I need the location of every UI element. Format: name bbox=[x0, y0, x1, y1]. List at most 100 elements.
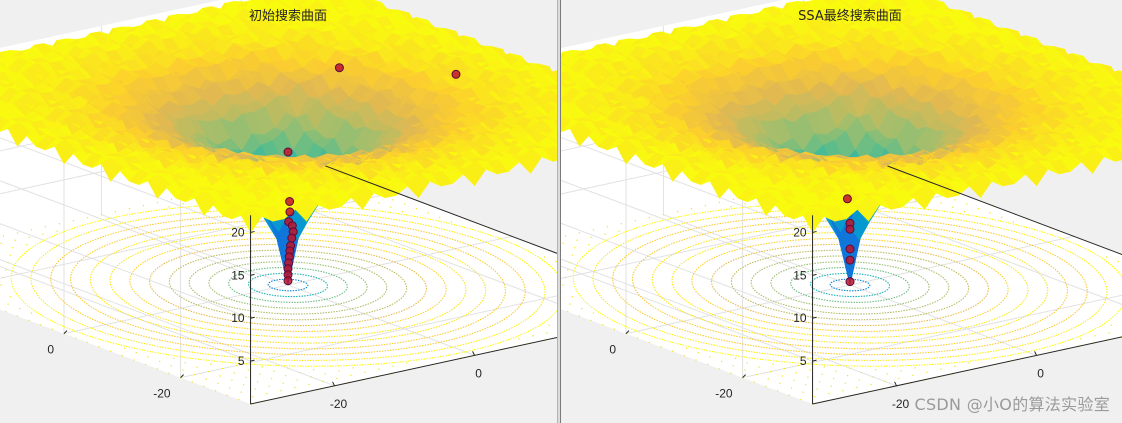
floor-dot bbox=[732, 365, 734, 367]
floor-dot bbox=[280, 389, 282, 392]
floor-dot bbox=[1117, 260, 1119, 262]
floor-dot bbox=[352, 367, 354, 369]
search-point bbox=[283, 276, 293, 286]
floor-dot bbox=[954, 199, 956, 201]
surface-facet bbox=[545, 139, 557, 148]
floor-dot bbox=[182, 369, 184, 371]
y-axis-line bbox=[887, 165, 1122, 256]
floor-dot bbox=[564, 235, 567, 237]
floor-dot bbox=[683, 355, 685, 357]
floor-dot bbox=[569, 303, 571, 305]
floor-dot bbox=[571, 254, 574, 256]
floor-dot bbox=[7, 303, 9, 305]
floor-dot bbox=[963, 211, 965, 213]
contour-ring bbox=[188, 255, 388, 315]
floor-dot bbox=[390, 206, 392, 208]
floor-dot bbox=[231, 379, 233, 381]
z-tick-label: 10 bbox=[231, 311, 245, 325]
floor-dot bbox=[634, 220, 637, 222]
z-tick-label: 10 bbox=[793, 311, 807, 325]
contour-ring bbox=[109, 232, 467, 338]
floor-dot bbox=[898, 377, 900, 379]
surface-facet bbox=[823, 0, 839, 8]
floor-dot bbox=[835, 370, 837, 372]
x-tick-label: -20 bbox=[330, 397, 348, 411]
floor-dot bbox=[604, 233, 606, 235]
surface-facet bbox=[554, 144, 557, 150]
floor-dot bbox=[245, 376, 247, 378]
floor-dot bbox=[9, 296, 11, 298]
search-point bbox=[845, 244, 855, 254]
floor-dot bbox=[732, 198, 735, 200]
y-axis-line bbox=[325, 165, 557, 254]
floor-dot bbox=[758, 366, 760, 368]
floor-dot bbox=[828, 392, 830, 395]
floor-dot bbox=[1080, 338, 1082, 340]
floor-dot bbox=[350, 374, 352, 376]
floor-dot bbox=[818, 381, 821, 383]
surface-facet bbox=[543, 117, 557, 122]
surface-facet bbox=[911, 0, 932, 12]
y-tick-label: 0 bbox=[609, 343, 616, 357]
floor-dot bbox=[590, 236, 592, 238]
surface-facet bbox=[546, 70, 557, 83]
floor-dot bbox=[765, 385, 767, 388]
contour-ring bbox=[168, 249, 408, 321]
floor-dot bbox=[208, 370, 210, 373]
floor-dot bbox=[709, 356, 711, 358]
floor-dot bbox=[779, 382, 781, 384]
floor-dot bbox=[338, 370, 340, 372]
z-tick bbox=[250, 273, 255, 276]
floor-dot bbox=[912, 374, 914, 376]
floor-dot bbox=[940, 202, 942, 204]
floor-dot bbox=[849, 367, 851, 369]
floor-dot bbox=[753, 381, 755, 383]
floor-dot bbox=[156, 368, 158, 370]
floor-dot bbox=[226, 394, 228, 396]
floor-dot bbox=[721, 360, 723, 362]
floor-dot bbox=[282, 382, 284, 384]
floor-dot bbox=[686, 347, 688, 349]
floor-dot bbox=[406, 362, 408, 364]
floor-dot bbox=[968, 362, 970, 364]
floor-dot bbox=[860, 372, 863, 374]
floor-dot bbox=[578, 232, 581, 234]
floor-dot bbox=[439, 216, 441, 218]
floor-dot bbox=[42, 233, 44, 235]
floor-dot bbox=[816, 388, 818, 390]
surface-facet bbox=[1117, 139, 1122, 143]
y-tick bbox=[180, 374, 184, 378]
y-tick-label: -20 bbox=[715, 387, 733, 401]
floor-dot bbox=[100, 214, 103, 216]
surface-facet bbox=[1116, 142, 1122, 154]
floor-dot bbox=[823, 366, 825, 368]
floor-dot bbox=[562, 242, 564, 244]
floor-dot bbox=[620, 223, 623, 225]
floor-dot bbox=[28, 319, 30, 322]
floor-dot bbox=[704, 204, 707, 207]
watermark: CSDN @小O的算法实验室 bbox=[914, 395, 1110, 414]
floor-dot bbox=[571, 296, 573, 298]
floor-dot bbox=[191, 381, 193, 383]
floor-dot bbox=[767, 378, 769, 380]
z-tick bbox=[812, 359, 817, 362]
floor-dot bbox=[270, 378, 273, 380]
surface-facet bbox=[1109, 136, 1122, 145]
floor-dot bbox=[776, 390, 779, 392]
floor-dot bbox=[578, 315, 580, 317]
x-tick-label: -20 bbox=[892, 397, 910, 411]
floor-dot bbox=[294, 386, 296, 389]
floor-dot bbox=[695, 359, 697, 361]
floor-dot bbox=[746, 362, 748, 364]
floor-dot bbox=[567, 311, 569, 313]
floor-dot bbox=[1106, 256, 1108, 258]
surface-facet bbox=[319, 0, 331, 2]
floor-dot bbox=[0, 284, 2, 286]
search-point bbox=[287, 233, 297, 243]
floor-dot bbox=[697, 352, 699, 354]
x-tick bbox=[332, 381, 336, 387]
floor-dot bbox=[219, 375, 221, 377]
surface-facet bbox=[547, 101, 557, 109]
y-tick-label: 0 bbox=[47, 343, 54, 357]
